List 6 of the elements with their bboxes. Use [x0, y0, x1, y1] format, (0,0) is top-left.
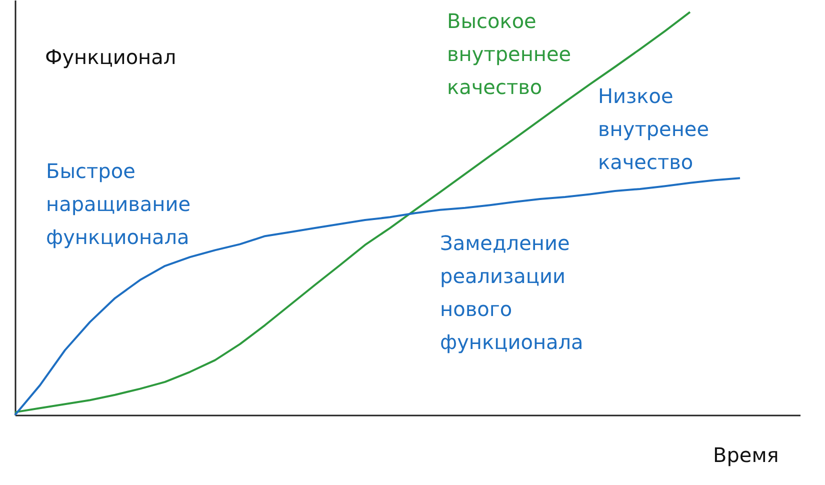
series-label: Высокое внутреннее качество: [447, 9, 572, 99]
y-axis-title: Функционал: [45, 45, 176, 69]
annotation: Замедление реализации нового функционала: [440, 231, 584, 354]
x-axis-title: Время: [713, 443, 779, 467]
series-label: Низкое внутренее качество: [598, 84, 710, 174]
annotation: Быстрое наращивание функционала: [46, 159, 191, 249]
